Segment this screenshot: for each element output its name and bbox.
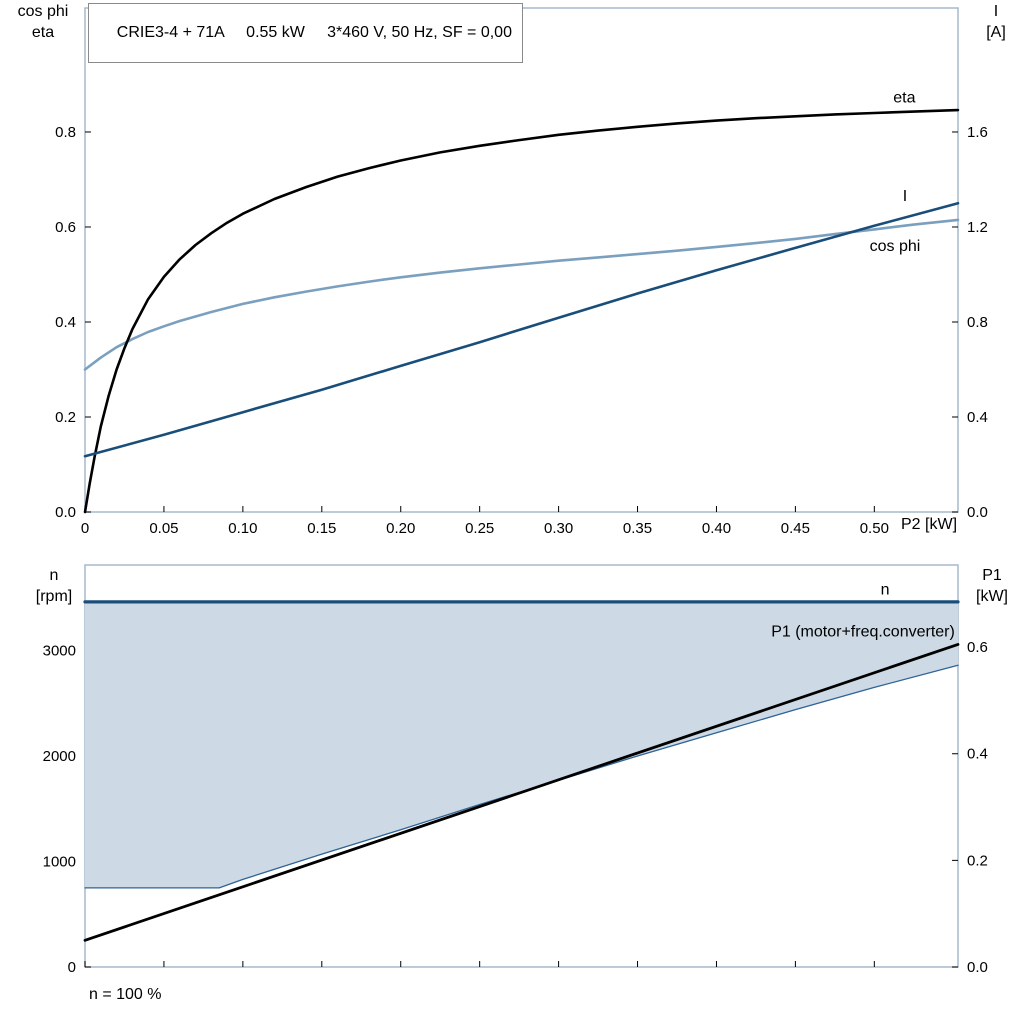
axis-title-line: [kW] <box>976 588 1008 605</box>
plot-frame <box>84 7 959 513</box>
y-left-tick-label: 0.0 <box>55 504 76 521</box>
series-label-p1: P1 (motor+freq.converter) <box>771 623 955 640</box>
x-tick-label: 0.40 <box>702 520 731 537</box>
y-right-tick-label: 1.2 <box>967 219 988 236</box>
axis-title-line: cos phi <box>17 3 69 20</box>
y-left-tick-label: 2000 <box>43 748 76 765</box>
axis-title-line: [A] <box>986 24 1006 41</box>
y-right-tick-label: 0.8 <box>967 314 988 331</box>
axis-title-line: n <box>49 567 59 584</box>
y-right-tick-label: 0.4 <box>967 746 988 763</box>
y-left-tick-label: 0.6 <box>55 219 76 236</box>
series-label-i: I <box>903 188 907 205</box>
y-right-tick-label: 0.6 <box>967 639 988 656</box>
series-label-cos-phi: cos phi <box>870 238 921 255</box>
y-left-tick-label: 0.2 <box>55 409 76 426</box>
y-right-tick-label: 0.0 <box>967 959 988 976</box>
y-left-tick-label: 0.8 <box>55 124 76 141</box>
y-right-tick-label: 0.2 <box>967 852 988 869</box>
bottom-chart-left-axis-title: n [rpm] <box>16 565 92 607</box>
series-i-curve <box>83 201 960 458</box>
series-label-eta: eta <box>893 90 915 107</box>
axis-title-line: [rpm] <box>35 588 73 605</box>
x-tick-label: 0.15 <box>307 520 336 537</box>
axis-title-line: I <box>993 3 999 20</box>
y-left-tick-label: 3000 <box>43 642 76 659</box>
bottom-chart-right-axis-title: P1 [kW] <box>962 565 1022 607</box>
top-chart-left-axis-title: cos phi eta <box>4 1 82 43</box>
x-tick-label: 0 <box>81 520 89 537</box>
series-eta-curve <box>83 108 960 514</box>
x-tick-label: 0.25 <box>465 520 494 537</box>
curve-title: CRIE3-4 + 71A 0.55 kW 3*460 V, 50 Hz, SF… <box>116 24 512 41</box>
y-right-tick-label: 1.6 <box>967 124 988 141</box>
x-tick-label: 0.45 <box>781 520 810 537</box>
y-left-tick-label: 0 <box>68 959 76 976</box>
y-left-tick-label: 1000 <box>43 853 76 870</box>
curve-title-box: CRIE3-4 + 71A 0.55 kW 3*460 V, 50 Hz, SF… <box>88 3 523 63</box>
y-right-tick-label: 0.0 <box>967 504 988 521</box>
axis-title-line: P1 <box>982 567 1002 584</box>
series-cos-phi-curve <box>83 218 960 371</box>
x-tick-label: 0.20 <box>386 520 415 537</box>
series-p1-curve <box>83 643 960 942</box>
x-tick-label: 0.50 <box>860 520 889 537</box>
x-tick-label: 0.10 <box>228 520 257 537</box>
series-label-n: n <box>881 582 890 599</box>
axis-title-line: eta <box>31 24 55 41</box>
x-axis-title: P2 [kW] <box>901 516 958 533</box>
x-tick-label: 0.30 <box>544 520 573 537</box>
y-left-tick-label: 0.4 <box>55 314 76 331</box>
series-speed-operating-range-area <box>85 601 958 888</box>
speed-percentage-note: n = 100 % <box>89 986 162 1003</box>
x-tick-label: 0.35 <box>623 520 652 537</box>
x-tick-label: 0.05 <box>149 520 178 537</box>
top-chart-right-axis-title: I [A] <box>970 1 1022 43</box>
y-right-tick-label: 0.4 <box>967 409 988 426</box>
